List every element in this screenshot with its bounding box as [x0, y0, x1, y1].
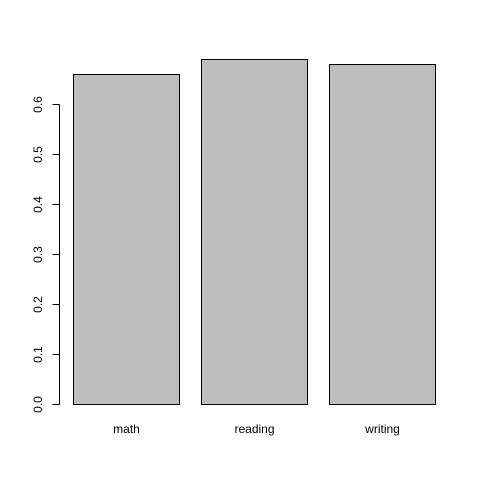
bar-writing — [329, 64, 436, 405]
y-tick-label: 0.3 — [31, 246, 45, 263]
y-axis: 0.0 0.1 0.2 0.3 0.4 0.5 0.6 — [31, 96, 60, 413]
y-tick-label: 0.0 — [31, 396, 45, 413]
category-label-writing: writing — [364, 422, 400, 436]
bars — [73, 59, 436, 405]
bar-math — [73, 74, 180, 405]
category-label-reading: reading — [234, 422, 274, 436]
bar-reading — [201, 59, 308, 405]
category-labels: math reading writing — [113, 422, 400, 436]
y-tick-label: 0.6 — [31, 96, 45, 113]
y-tick-label: 0.5 — [31, 146, 45, 163]
y-tick-label: 0.1 — [31, 346, 45, 363]
y-tick-label: 0.4 — [31, 196, 45, 213]
category-label-math: math — [113, 422, 140, 436]
y-tick-label: 0.2 — [31, 296, 45, 313]
